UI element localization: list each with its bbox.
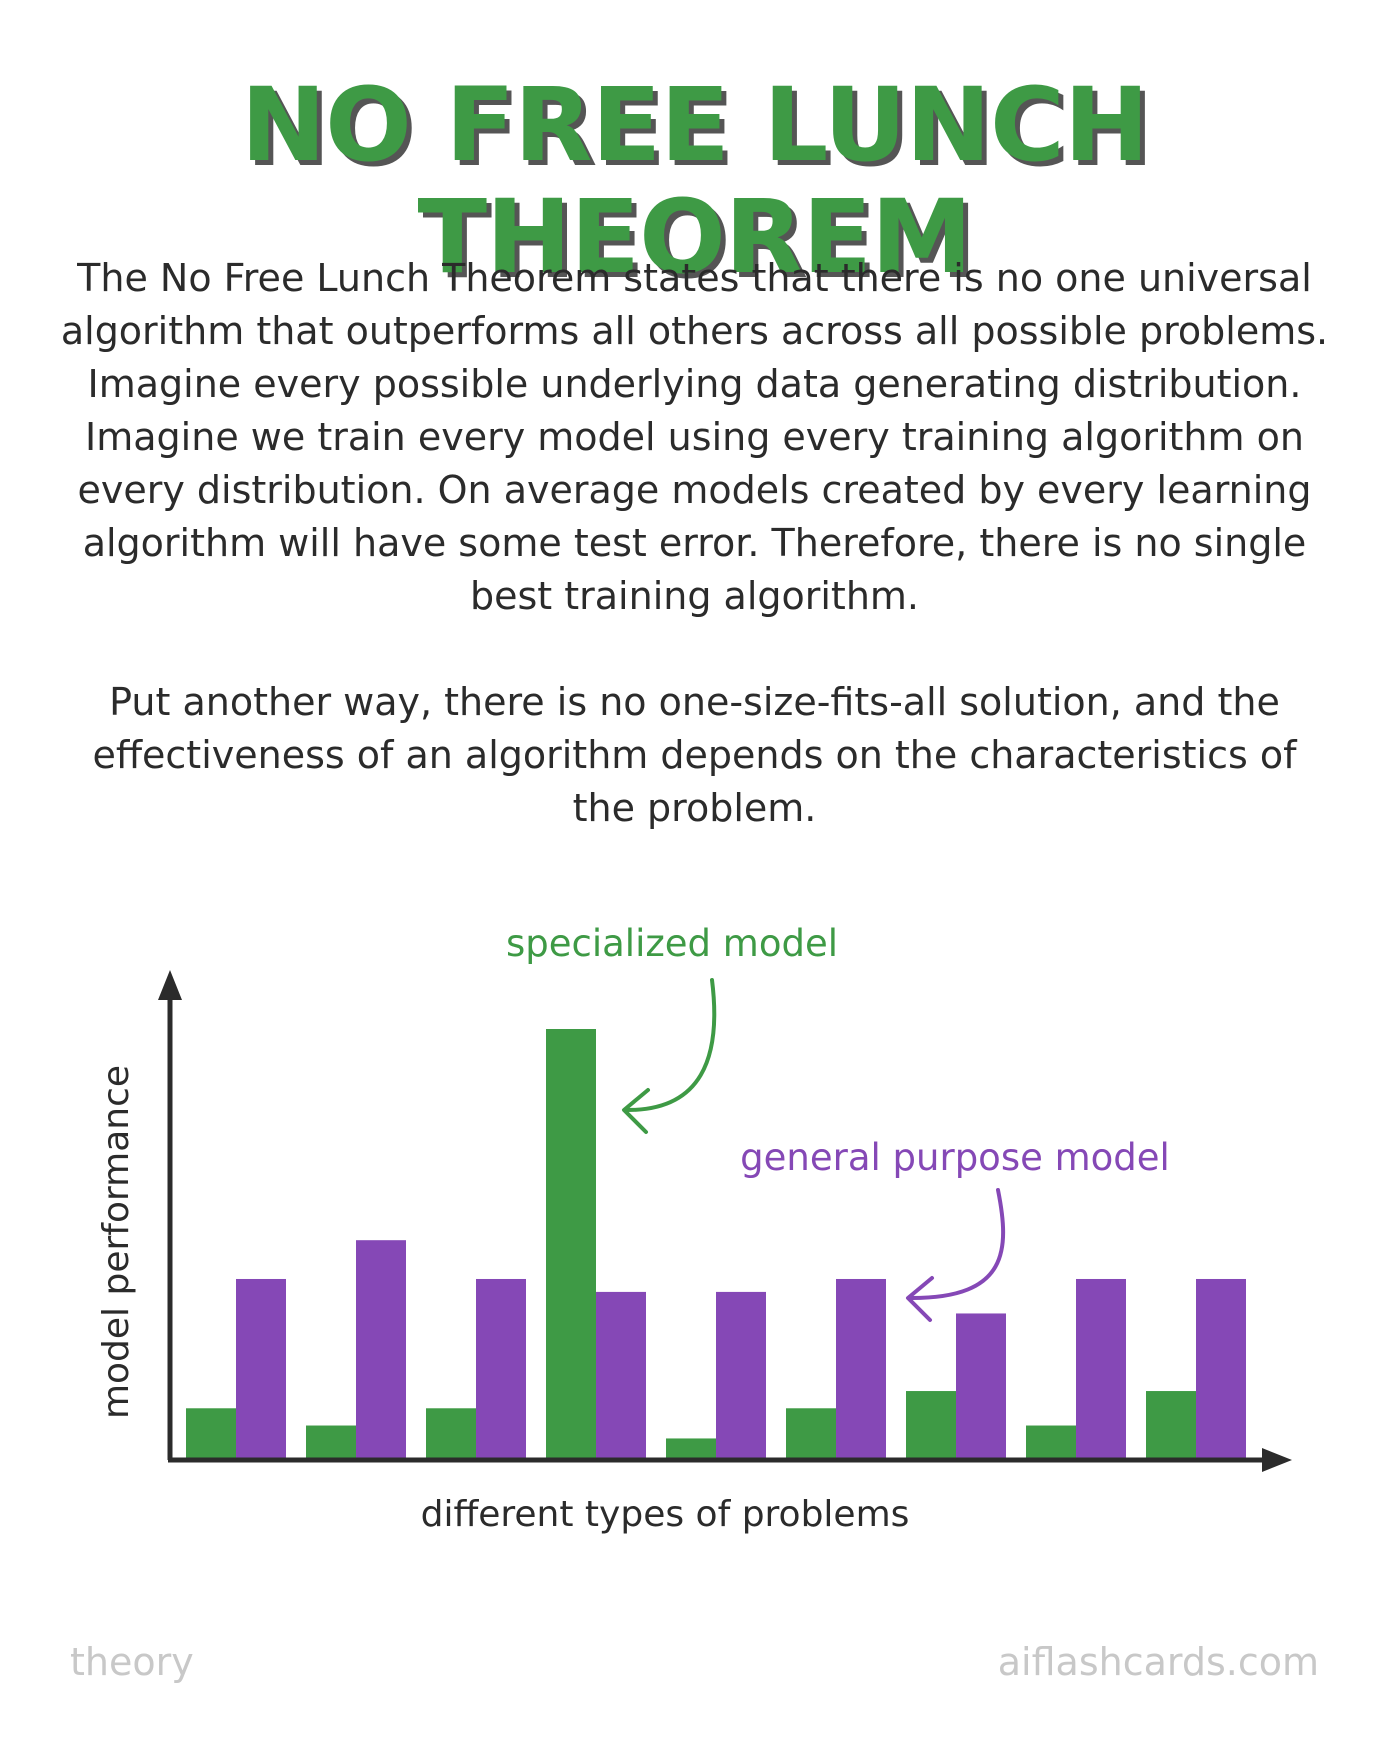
specialized-arrow-icon — [626, 978, 717, 1112]
x-axis-label: different types of problems — [421, 1494, 910, 1535]
specialized-arrowhead-icon — [622, 1088, 650, 1134]
general-bar-9 — [1196, 1278, 1246, 1460]
x-axis-arrowhead — [1262, 1448, 1292, 1472]
general-bar-4 — [596, 1291, 646, 1460]
general-model-annotation: general purpose model — [740, 1136, 1170, 1179]
specialized-bar-3 — [426, 1408, 476, 1460]
category-label: theory — [70, 1640, 194, 1684]
bars-layer — [186, 1029, 1246, 1460]
specialized-bar-7 — [906, 1391, 956, 1460]
specialized-model-annotation: specialized model — [506, 922, 838, 965]
page-title: NO FREE LUNCH THEOREM — [240, 66, 1149, 298]
y-axis-label: model performance — [96, 1065, 137, 1419]
general-arrow-icon — [910, 1188, 1006, 1300]
theorem-summary: Put another way, there is no one-size-fi… — [92, 680, 1297, 830]
specialized-bar-4 — [546, 1029, 596, 1460]
general-bar-7 — [956, 1313, 1006, 1460]
general-bar-6 — [836, 1278, 886, 1460]
site-url: aiflashcards.com — [997, 1640, 1319, 1684]
specialized-bar-1 — [186, 1408, 236, 1460]
specialized-bar-6 — [786, 1408, 836, 1460]
specialized-bar-8 — [1026, 1425, 1076, 1460]
general-bar-2 — [356, 1240, 406, 1460]
general-bar-8 — [1076, 1278, 1126, 1460]
general-bar-1 — [236, 1278, 286, 1460]
specialized-bar-9 — [1146, 1391, 1196, 1460]
performance-chart: model performance different types of pro… — [96, 922, 1292, 1535]
general-arrowhead-icon — [906, 1276, 934, 1322]
y-axis-arrowhead — [158, 970, 182, 1000]
theorem-description: The No Free Lunch Theorem states that th… — [60, 256, 1329, 618]
specialized-bar-5 — [666, 1438, 716, 1460]
general-bar-3 — [476, 1278, 526, 1460]
specialized-bar-2 — [306, 1425, 356, 1460]
general-bar-5 — [716, 1291, 766, 1460]
